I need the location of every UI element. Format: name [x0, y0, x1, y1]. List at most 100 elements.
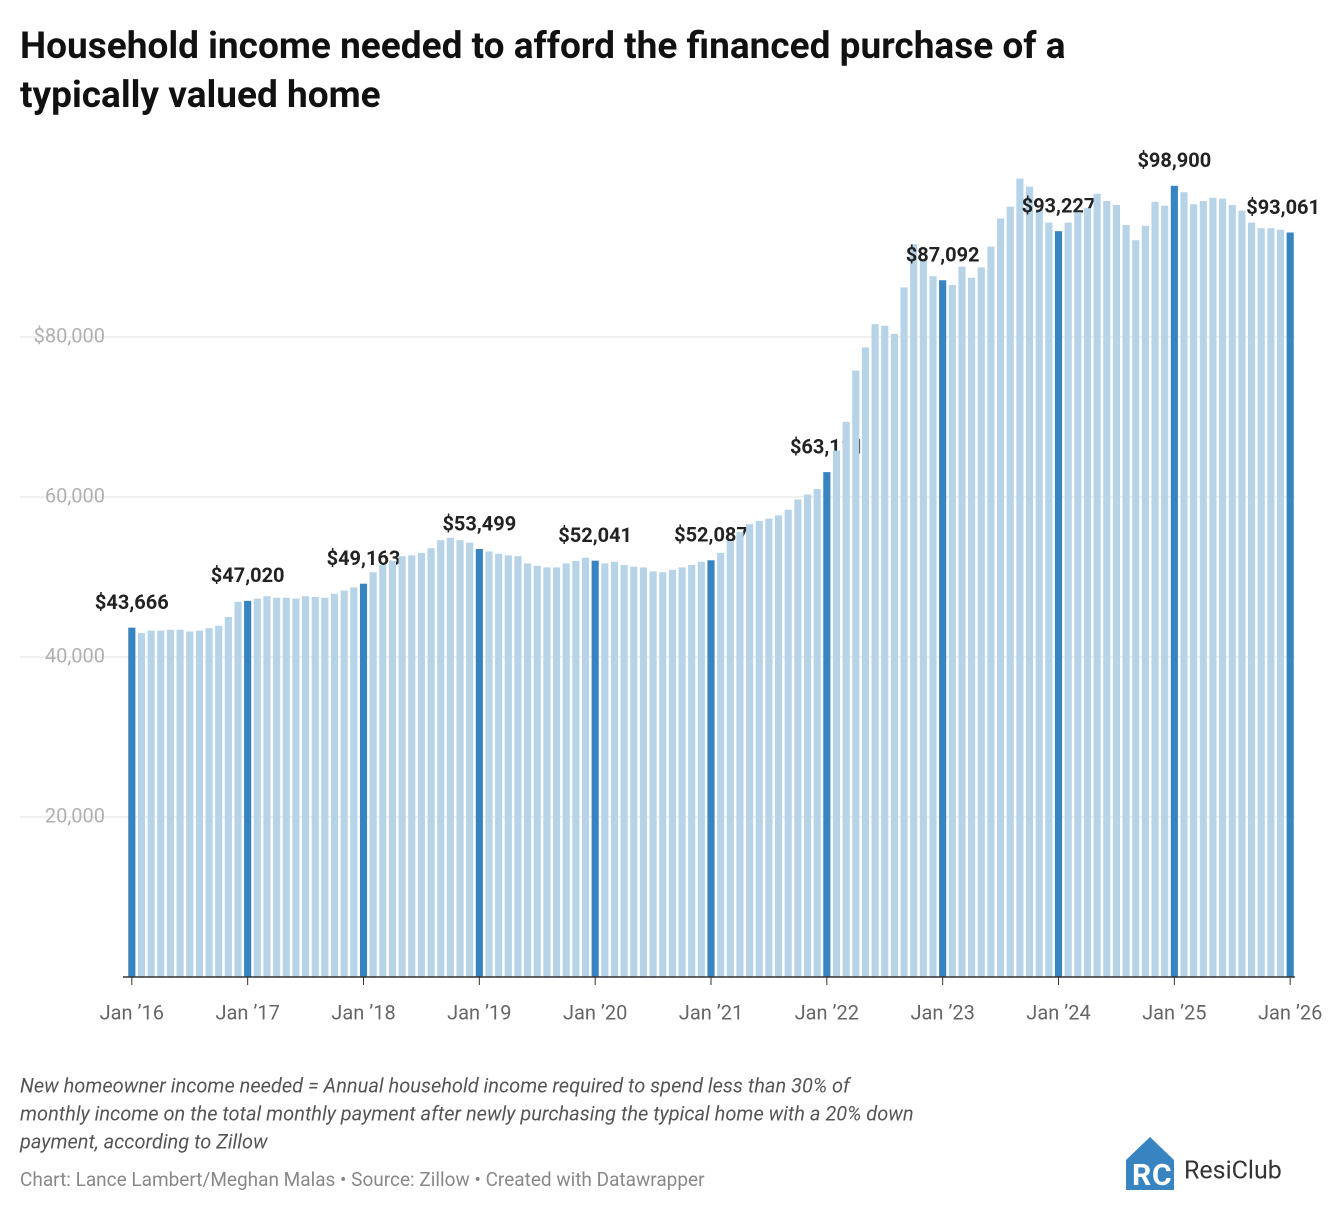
bar — [427, 548, 435, 977]
bar — [1276, 229, 1285, 978]
bar — [765, 518, 773, 977]
bar — [919, 260, 927, 977]
bar — [717, 553, 725, 977]
bar — [1141, 225, 1149, 978]
bar — [224, 617, 232, 977]
bar — [485, 551, 493, 977]
bar — [832, 450, 841, 978]
bar — [852, 370, 860, 978]
bar — [794, 499, 802, 977]
bar — [282, 597, 290, 977]
bar — [639, 567, 648, 977]
bar — [1112, 205, 1120, 977]
bar — [581, 557, 590, 977]
bar — [379, 565, 387, 977]
x-tick-label: Jan ’23 — [910, 1000, 974, 1024]
svg-text:C: C — [1152, 1158, 1172, 1193]
bar — [166, 629, 175, 977]
bar — [968, 277, 976, 977]
bar — [321, 597, 329, 977]
logo-icon: R C — [1126, 1137, 1174, 1193]
bar — [359, 583, 368, 977]
bar — [881, 325, 889, 977]
bar — [861, 347, 870, 977]
bar — [311, 597, 319, 977]
bar — [900, 287, 908, 977]
bar — [1006, 206, 1014, 978]
bar — [388, 561, 397, 977]
bar — [292, 598, 300, 977]
bar — [813, 489, 821, 977]
bar — [1190, 204, 1198, 977]
bar — [591, 560, 599, 977]
bar — [350, 587, 358, 977]
bar — [746, 524, 754, 977]
bar — [1074, 212, 1082, 977]
x-tick-label: Jan ’21 — [679, 1000, 743, 1024]
bar — [1247, 222, 1256, 978]
bar — [215, 625, 223, 977]
bar — [398, 556, 406, 977]
bar — [147, 630, 155, 977]
bar — [1170, 185, 1178, 978]
bar — [437, 540, 445, 977]
bar — [137, 633, 146, 977]
bar — [948, 285, 956, 977]
bar — [572, 561, 580, 977]
svg-text:R: R — [1132, 1158, 1151, 1193]
bar — [1286, 232, 1294, 978]
bar — [1151, 201, 1159, 978]
bar — [726, 541, 734, 977]
bar — [340, 590, 348, 977]
bar — [1199, 201, 1207, 977]
bar — [417, 553, 425, 977]
bar — [514, 556, 522, 977]
bar — [1025, 186, 1034, 978]
bar — [707, 560, 715, 977]
bar — [688, 565, 696, 977]
x-tick-label: Jan ’25 — [1142, 1000, 1206, 1024]
value-label: $63,111 — [790, 434, 864, 458]
value-label: $87,092 — [906, 243, 980, 267]
x-tick-label: Jan ’16 — [100, 1000, 164, 1024]
bar — [929, 276, 937, 977]
y-tick-label: 60,000 — [45, 483, 105, 507]
bar — [774, 515, 783, 977]
bar — [630, 566, 638, 977]
bar — [408, 555, 416, 977]
value-label: $93,061 — [1246, 195, 1320, 219]
bar — [533, 565, 541, 977]
bar — [176, 629, 184, 977]
value-label: $52,087 — [674, 523, 748, 547]
bar — [1093, 193, 1101, 978]
bar — [678, 567, 686, 977]
value-label: $52,041 — [558, 523, 632, 547]
bar — [1180, 192, 1188, 977]
value-label: $53,499 — [442, 511, 516, 535]
bar — [977, 267, 985, 977]
bar — [195, 630, 203, 977]
bar — [1064, 222, 1072, 978]
bar — [1016, 178, 1024, 978]
bar — [910, 244, 918, 977]
note: payment, according to Zillow — [19, 1129, 268, 1153]
bar — [244, 600, 252, 977]
y-tick-label: $80,000 — [34, 323, 105, 347]
bar — [475, 549, 483, 977]
bar — [871, 324, 879, 977]
bar — [253, 598, 261, 977]
note: monthly income on the total monthly paym… — [20, 1101, 914, 1125]
bar — [803, 494, 812, 977]
bar — [302, 596, 310, 977]
bar — [1103, 201, 1111, 977]
bar — [369, 572, 377, 977]
bar — [495, 553, 503, 977]
bar — [620, 565, 628, 977]
bar — [1122, 225, 1130, 977]
bar — [784, 509, 792, 977]
bar — [987, 246, 995, 978]
bar — [543, 567, 551, 977]
bar — [504, 555, 512, 977]
bar — [1228, 205, 1236, 977]
